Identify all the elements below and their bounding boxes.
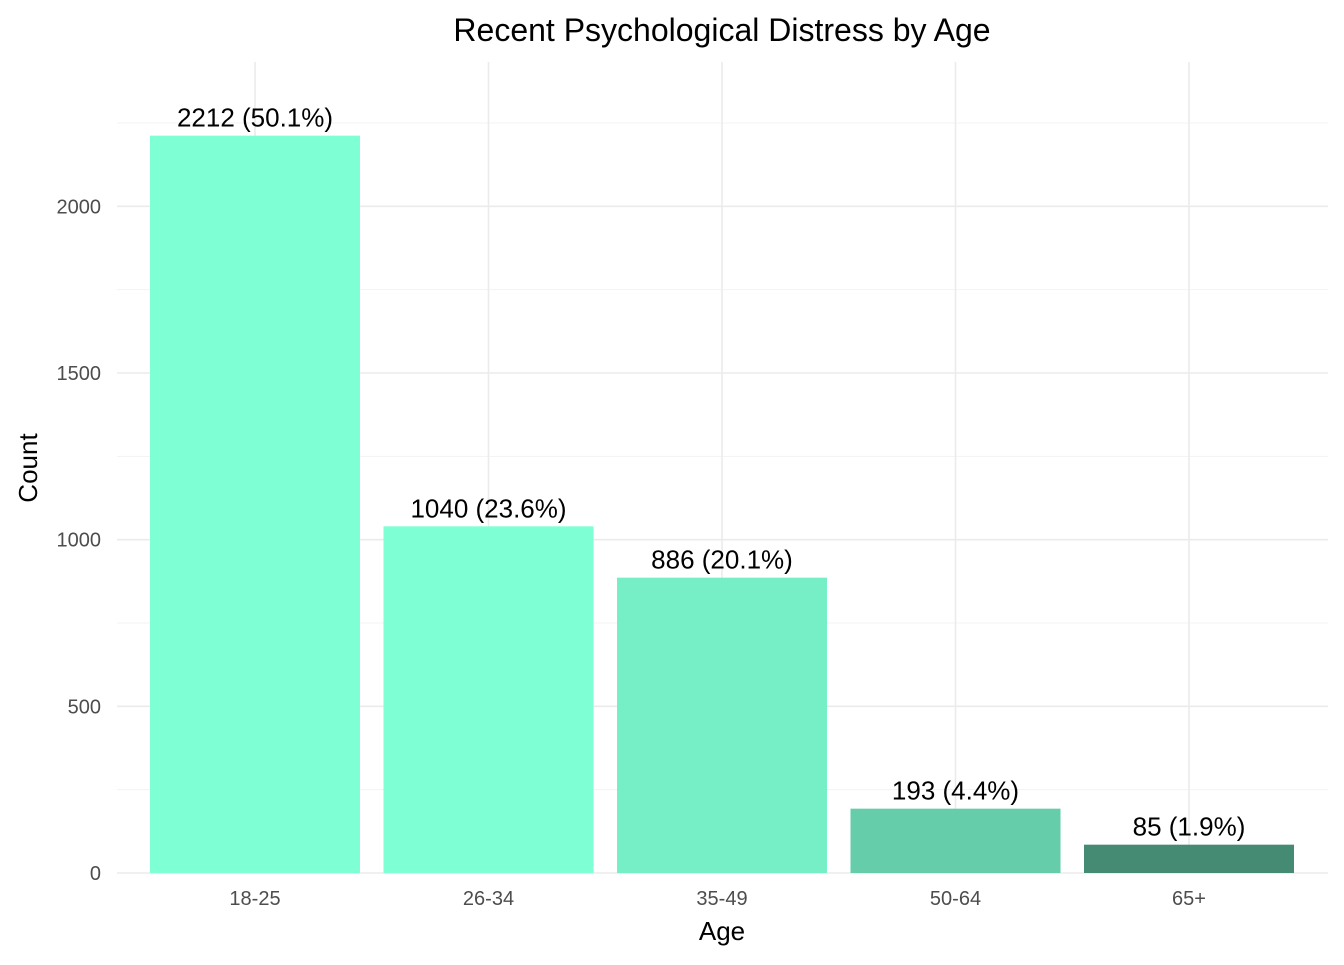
tick-labels: 18-25 26-34 35-49 50-64 65+ 0 500 1000 1500 2000 (57, 196, 1206, 910)
x-tick-label: 50-64 (930, 888, 981, 910)
x-tick-label: 65+ (1172, 888, 1206, 910)
x-tick-label: 18-25 (229, 888, 280, 910)
bar (1084, 844, 1294, 873)
bar-value-label: 2212 (50.1%) (177, 103, 333, 133)
bar (850, 808, 1061, 873)
bar-value-label: 1040 (23.6%) (410, 493, 566, 523)
bar (383, 526, 594, 873)
bar-value-label: 886 (20.1%) (651, 545, 793, 575)
y-tick-label: 1000 (57, 530, 102, 552)
bar-value-label: 85 (1.9%) (1133, 812, 1246, 842)
bars (150, 135, 1294, 873)
x-tick-label: 26-34 (463, 888, 514, 910)
chart-title: Recent Psychological Distress by Age (453, 12, 990, 48)
y-tick-label: 2000 (57, 196, 102, 218)
x-tick-label: 35-49 (696, 888, 747, 910)
y-tick-label: 0 (90, 863, 101, 885)
x-axis-title: Age (699, 916, 745, 946)
bar (150, 135, 360, 873)
y-tick-label: 1500 (57, 363, 102, 385)
data-labels: 2212 (50.1%) 1040 (23.6%) 886 (20.1%) 193 (… (177, 103, 1245, 842)
y-tick-label: 500 (68, 696, 101, 718)
bar-value-label: 193 (4.4%) (892, 776, 1019, 806)
y-axis-title: Count (13, 433, 43, 503)
bar (617, 577, 827, 873)
